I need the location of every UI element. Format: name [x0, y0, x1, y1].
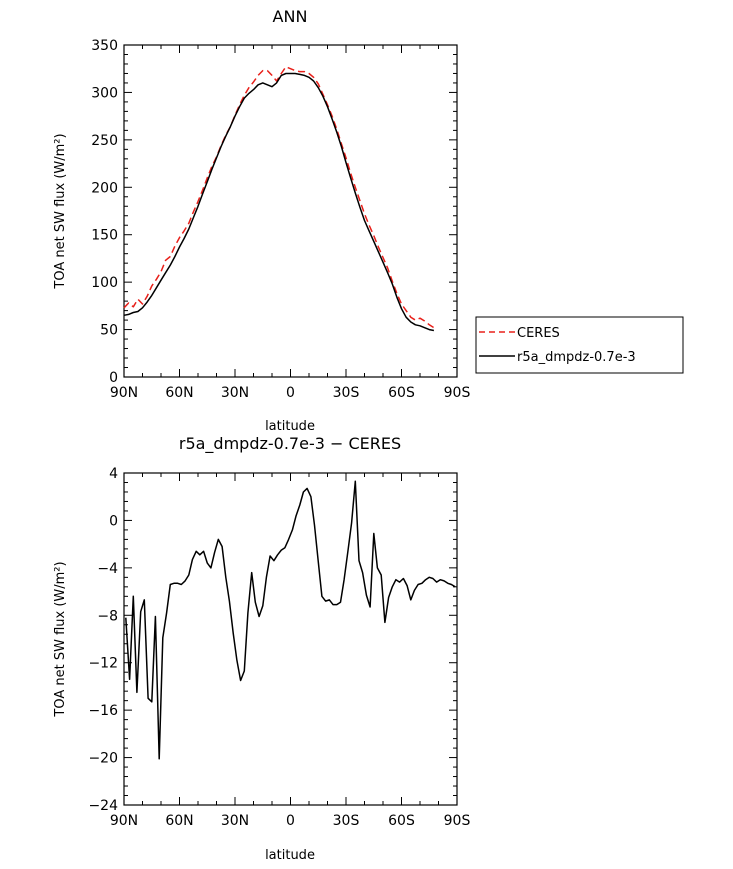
y-tick-label: 0 — [109, 513, 118, 529]
bottom-panel: r5a_dmpdz-0.7e-3 − CERES 90N 60N 30N 0 30S 60… — [53, 434, 470, 863]
bottom-x-axis-label: latitude — [265, 848, 315, 863]
y-tick-label: −4 — [97, 561, 118, 577]
top-y-axis-label: TOA net SW flux (W/m²) — [53, 133, 68, 289]
bottom-chart-title: r5a_dmpdz-0.7e-3 − CERES — [179, 434, 401, 454]
x-tick-label: 30N — [221, 813, 249, 829]
y-tick-label: −16 — [88, 703, 118, 719]
y-tick-label: −8 — [97, 608, 118, 624]
x-tick-label: 60S — [388, 813, 415, 829]
y-tick-label: 50 — [100, 323, 118, 339]
x-tick-label: 0 — [286, 385, 295, 401]
x-tick-label: 30S — [333, 813, 360, 829]
y-tick-label: 4 — [109, 466, 118, 482]
legend-label-model: r5a_dmpdz-0.7e-3 — [517, 350, 636, 365]
top-chart-title: ANN — [273, 7, 308, 26]
y-tick-label: 350 — [91, 38, 118, 54]
y-tick-label: 0 — [109, 370, 118, 386]
x-tick-label: 0 — [286, 813, 295, 829]
bottom-y-axis-label: TOA net SW flux (W/m²) — [53, 561, 68, 717]
x-tick-label: 30N — [221, 385, 249, 401]
series-line-difference — [125, 480, 456, 760]
y-tick-label: −20 — [88, 751, 118, 767]
y-tick-label: 250 — [91, 133, 118, 149]
x-tick-label: 60N — [165, 813, 193, 829]
x-tick-label: 90S — [444, 385, 471, 401]
x-tick-label: 60S — [388, 385, 415, 401]
series-line-r5a-dmpdz-0-7e-3 — [123, 72, 435, 332]
y-tick-label: 200 — [91, 180, 118, 196]
y-tick-label: 150 — [91, 228, 118, 244]
x-tick-label: 90N — [110, 813, 138, 829]
x-tick-label: 90N — [110, 385, 138, 401]
top-panel: ANN 90N 60N 30N 0 30S 60S 90S 0 50 100 150 200 250 30… — [53, 7, 470, 434]
legend-label-ceres: CERES — [517, 326, 560, 341]
legend-box — [475, 316, 684, 374]
x-tick-label: 60N — [165, 385, 193, 401]
top-plot-frame — [123, 44, 458, 378]
y-tick-label: 300 — [91, 85, 118, 101]
y-tick-label: −24 — [88, 798, 118, 814]
y-tick-label: −12 — [88, 656, 118, 672]
bottom-plot-frame — [123, 472, 458, 806]
x-tick-label: 30S — [333, 385, 360, 401]
y-tick-label: 100 — [91, 275, 118, 291]
top-x-axis-label: latitude — [265, 419, 315, 434]
series-line-ceres — [123, 66, 435, 329]
legend: CERES r5a_dmpdz-0.7e-3 — [475, 316, 684, 374]
x-tick-label: 90S — [444, 813, 471, 829]
